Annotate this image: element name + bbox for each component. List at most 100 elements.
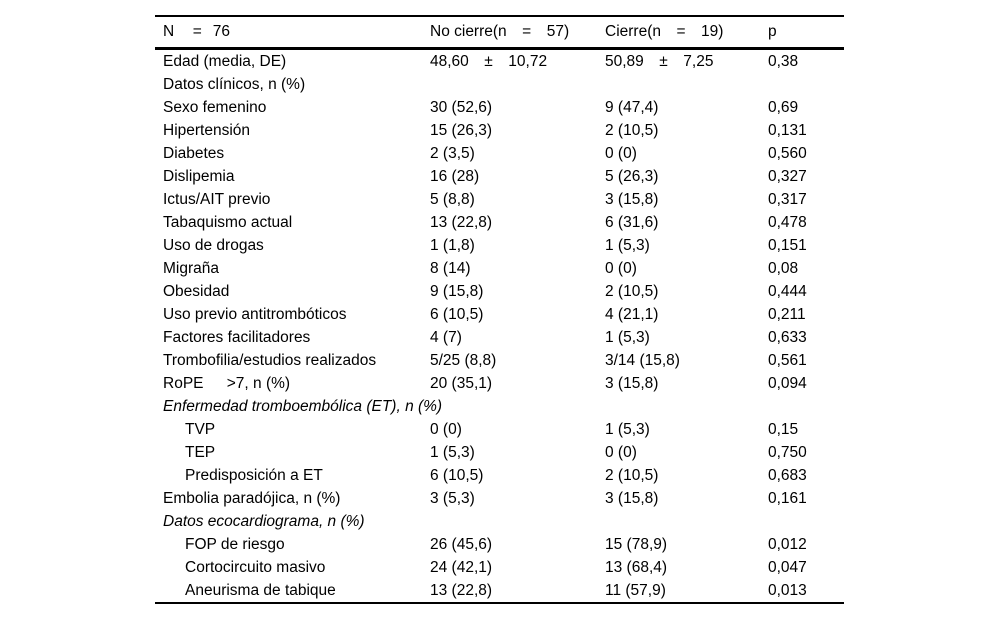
row-value: 0 (0): [605, 260, 637, 277]
row-label: Tabaquismo actual: [163, 214, 293, 231]
row-value: 4 (7): [430, 329, 462, 346]
row-value: 0,750: [768, 444, 807, 461]
row-label: Dislipemia: [163, 168, 235, 185]
column-header-n-total: N = 76: [163, 23, 230, 40]
row-value: 1 (5,3): [430, 444, 475, 461]
row-value: 0,560: [768, 145, 807, 162]
row-value: 9 (47,4): [605, 99, 659, 116]
row-label: Hipertensión: [163, 122, 251, 139]
row-value: 24 (42,1): [430, 559, 493, 576]
table-row: TVP 0 (0) 1 (5,3) 0,15: [155, 418, 844, 441]
row-value: 3 (15,8): [605, 191, 659, 208]
row-value: [430, 395, 605, 418]
row-value: 1 (5,3): [605, 237, 650, 254]
row-value: 13 (22,8): [430, 214, 493, 231]
table-row: Trombofilia/estudios realizados 5/25 (8,8…: [155, 349, 844, 372]
row-label: Trombofilia/estudios realizados: [163, 352, 377, 369]
table-row: RoPE >7, n (%) 20 (35,1) 3 (15,8) 0,094: [155, 372, 844, 395]
row-value: 5/25 (8,8): [430, 352, 497, 369]
table-row: Embolia paradójica, n (%) 3 (5,3) 3 (15,8)…: [155, 487, 844, 510]
row-value: [605, 73, 768, 96]
row-value: 0,211: [768, 306, 806, 323]
row-value: 13 (22,8): [430, 582, 493, 599]
row-value: 0,327: [768, 168, 807, 185]
table-row: FOP de riesgo 26 (45,6) 15 (78,9) 0,012: [155, 533, 844, 556]
row-value: 3 (5,3): [430, 490, 475, 507]
column-header-p-value: p: [768, 23, 777, 40]
row-label: Sexo femenino: [163, 99, 267, 116]
row-value: 48,60 ± 10,72: [430, 53, 548, 70]
row-label: Predisposición a ET: [185, 467, 323, 484]
row-value: 0 (0): [605, 145, 637, 162]
table-row: Tabaquismo actual 13 (22,8) 6 (31,6) 0,478: [155, 211, 844, 234]
row-label: Uso previo antitrombóticos: [163, 306, 347, 323]
row-value: 2 (10,5): [605, 283, 659, 300]
row-value: 8 (14): [430, 260, 471, 277]
row-value: 3/14 (15,8): [605, 352, 680, 369]
row-value: 0,15: [768, 421, 799, 438]
row-value: 0,317: [768, 191, 807, 208]
row-value: 16 (28): [430, 168, 480, 185]
row-label: Edad (media, DE): [163, 53, 287, 70]
column-header-no-cierre: No cierre(n = 57): [430, 23, 570, 40]
row-value: 1 (5,3): [605, 329, 650, 346]
row-label: Factores facilitadores: [163, 329, 311, 346]
row-value: 11 (57,9): [605, 582, 666, 599]
row-value: [430, 510, 605, 533]
row-value: 3 (15,8): [605, 490, 659, 507]
table-row: Datos ecocardiograma, n (%): [155, 510, 844, 533]
row-value: [605, 395, 768, 418]
row-value: 0,08: [768, 260, 799, 277]
row-value: 1 (1,8): [430, 237, 475, 254]
row-label: Uso de drogas: [163, 237, 264, 254]
row-label: Datos ecocardiograma, n (%): [163, 513, 365, 530]
row-value: [768, 73, 844, 96]
row-value: 5 (8,8): [430, 191, 475, 208]
table-row: TEP 1 (5,3) 0 (0) 0,750: [155, 441, 844, 464]
table-row: Predisposición a ET 6 (10,5) 2 (10,5) 0,683: [155, 464, 844, 487]
table-row: Diabetes 2 (3,5) 0 (0) 0,560: [155, 142, 844, 165]
row-value: 0 (0): [430, 421, 462, 438]
row-value: 0,012: [768, 536, 807, 553]
table-row: Edad (media, DE) 48,60 ± 10,72 50,89 ± 7,2…: [155, 50, 844, 73]
row-value: [605, 510, 768, 533]
row-value: 6 (10,5): [430, 467, 484, 484]
row-value: 26 (45,6): [430, 536, 493, 553]
row-value: 15 (78,9): [605, 536, 668, 553]
row-value: 6 (31,6): [605, 214, 659, 231]
row-value: 2 (10,5): [605, 467, 659, 484]
row-label: RoPE >7, n (%): [163, 375, 291, 392]
row-label: TEP: [185, 444, 216, 461]
row-value: 0,561: [768, 352, 807, 369]
row-value: 0,161: [768, 490, 807, 507]
row-value: 0,444: [768, 283, 807, 300]
row-value: 0,38: [768, 53, 799, 70]
row-label: Datos clínicos, n (%): [163, 76, 306, 93]
row-label: Cortocircuito masivo: [185, 559, 326, 576]
row-value: 0,131: [768, 122, 807, 139]
row-label: Aneurisma de tabique: [185, 582, 336, 599]
row-value: 0,013: [768, 582, 807, 599]
table-body: Edad (media, DE) 48,60 ± 10,72 50,89 ± 7,2…: [155, 50, 844, 602]
row-value: 9 (15,8): [430, 283, 484, 300]
table-row: Aneurisma de tabique 13 (22,8) 11 (57,9) 0,…: [155, 579, 844, 602]
row-value: 20 (35,1): [430, 375, 493, 392]
row-value: [430, 73, 605, 96]
table-row: Ictus/AIT previo 5 (8,8) 3 (15,8) 0,317: [155, 188, 844, 211]
table-row: Datos clínicos, n (%): [155, 73, 844, 96]
row-value: 0 (0): [605, 444, 637, 461]
row-value: 3 (15,8): [605, 375, 659, 392]
row-value: 0,69: [768, 99, 799, 116]
row-value: 0,683: [768, 467, 807, 484]
row-label: Embolia paradójica, n (%): [163, 490, 341, 507]
row-value: 50,89 ± 7,25: [605, 53, 714, 70]
row-value: 0,633: [768, 329, 807, 346]
table-row: Obesidad 9 (15,8) 2 (10,5) 0,444: [155, 280, 844, 303]
row-value: 5 (26,3): [605, 168, 659, 185]
row-value: 0,151: [768, 237, 807, 254]
row-value: 1 (5,3): [605, 421, 650, 438]
row-value: 0,094: [768, 375, 807, 392]
row-label: Migraña: [163, 260, 219, 277]
table-row: Cortocircuito masivo 24 (42,1) 13 (68,4) 0,…: [155, 556, 844, 579]
